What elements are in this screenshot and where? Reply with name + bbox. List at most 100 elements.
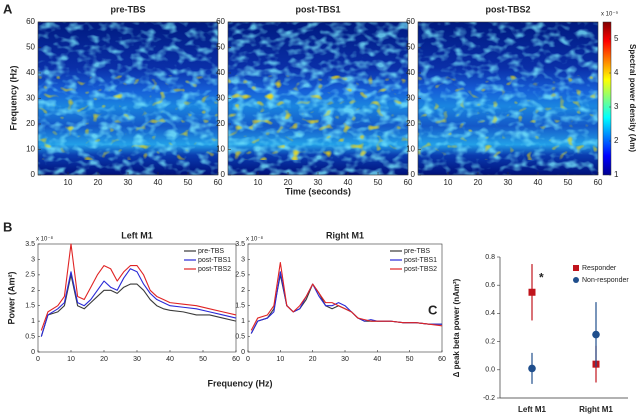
x-tick-label: 50	[406, 356, 414, 363]
y-tick-label: 3	[31, 256, 35, 263]
y-tick-label: 0	[31, 349, 35, 356]
marker	[528, 364, 536, 373]
y-tick-label: 40	[406, 68, 415, 77]
y-tick-label: 0	[31, 170, 36, 179]
x-tick-label: 30	[341, 356, 349, 363]
line	[250, 261, 443, 331]
y-tick-label: 2	[31, 287, 35, 294]
marker	[592, 330, 600, 339]
x-tick-label: Right M1	[579, 405, 613, 414]
y-tick-label: 30	[216, 94, 225, 103]
y-tick-label: 1	[241, 318, 245, 325]
y-axis-label: Δ peak beta power (nAm²)	[452, 278, 461, 377]
y-tick-label: 10	[216, 145, 225, 154]
x-tick-label: 60	[232, 356, 240, 363]
legend-label: Non-responder	[582, 277, 629, 284]
x-tick-label: 60	[594, 178, 603, 187]
y-tick-label: 1	[31, 318, 35, 325]
legend-label: post-TBS2	[198, 266, 231, 273]
x-tick-label: 0	[36, 356, 40, 363]
x-tick-label: 20	[284, 178, 293, 187]
x-axis-label: Time (seconds)	[285, 186, 351, 196]
colorbar-multiplier: x 10⁻⁹	[601, 11, 619, 18]
x-tick-label: 40	[373, 356, 381, 363]
subplot-title: Left M1	[121, 230, 153, 240]
x-tick-label: 50	[184, 178, 193, 187]
legend-label: Responder	[582, 265, 617, 272]
y-tick-label: 0.2	[485, 338, 495, 345]
legend-label: pre-TBS	[198, 248, 224, 255]
panel-label: C	[428, 302, 438, 317]
y-multiplier: x 10⁻⁸	[36, 236, 54, 243]
y-tick-label: 40	[26, 68, 35, 77]
y-axis-label: Frequency (Hz)	[8, 65, 18, 130]
spectrogram-hotspots	[418, 75, 598, 160]
x-tick-label: 30	[314, 178, 323, 187]
y-tick-label: 2.5	[25, 272, 35, 279]
y-tick-label: 30	[406, 94, 415, 103]
colorbar-label: Spectral power density (Am)	[628, 44, 637, 152]
x-axis-label: Frequency (Hz)	[207, 378, 272, 388]
y-tick-label: 20	[406, 119, 415, 128]
y-tick-label: 50	[26, 43, 35, 52]
subplot-title: pre-TBS	[110, 4, 145, 14]
y-tick-label: 0.6	[485, 282, 495, 289]
y-tick-label: 3	[241, 256, 245, 263]
x-tick-label: 30	[133, 356, 141, 363]
x-tick-label: 40	[154, 178, 163, 187]
legend-label: post-TBS1	[404, 257, 437, 264]
x-tick-label: 10	[67, 356, 75, 363]
x-tick-label: 50	[374, 178, 383, 187]
y-tick-label: 60	[406, 17, 415, 26]
x-tick-label: 60	[214, 178, 223, 187]
line	[40, 243, 237, 331]
spectrogram-hotspots	[228, 75, 408, 160]
x-tick-label: 50	[199, 356, 207, 363]
x-tick-label: 30	[124, 178, 133, 187]
legend-label: pre-TBS	[404, 248, 430, 255]
legend-label: post-TBS1	[198, 257, 231, 264]
y-tick-label: 0	[411, 170, 416, 179]
line	[40, 274, 237, 337]
y-tick-label: 50	[406, 43, 415, 52]
y-tick-label: 0	[241, 349, 245, 356]
x-tick-label: 0	[246, 356, 250, 363]
y-tick-label: 40	[216, 68, 225, 77]
y-tick-label: 10	[26, 145, 35, 154]
y-tick-label: 20	[26, 119, 35, 128]
legend-label: post-TBS2	[404, 266, 437, 273]
panel-label: B	[3, 219, 12, 234]
axes-frame	[37, 243, 237, 353]
x-tick-label: 30	[504, 178, 513, 187]
x-tick-label: 10	[254, 178, 263, 187]
colorbar-tick-label: 5	[614, 34, 619, 43]
y-tick-label: 3.5	[25, 241, 35, 248]
x-tick-label: 20	[100, 356, 108, 363]
y-tick-label: 0.0	[485, 367, 495, 374]
colorbar	[602, 21, 612, 176]
subplot-title: post-TBS1	[296, 4, 341, 14]
panel-label: A	[3, 1, 13, 16]
y-tick-label: 20	[216, 119, 225, 128]
y-tick-label: 3.5	[235, 241, 245, 248]
marker	[528, 288, 536, 296]
subplot-title: Right M1	[326, 230, 364, 240]
x-tick-label: 40	[344, 178, 353, 187]
x-tick-label: 10	[444, 178, 453, 187]
subplot-title: post-TBS2	[486, 4, 531, 14]
colorbar-tick-label: 1	[614, 170, 619, 179]
x-tick-label: 50	[564, 178, 573, 187]
x-tick-label: 10	[276, 356, 284, 363]
x-tick-label: 10	[64, 178, 73, 187]
y-tick-label: 0.5	[25, 333, 35, 340]
y-tick-label: 30	[26, 94, 35, 103]
y-tick-label: 1.5	[235, 303, 245, 310]
x-tick-label: 40	[534, 178, 543, 187]
y-tick-label: 2	[241, 287, 245, 294]
y-tick-label: 0.4	[485, 310, 495, 317]
y-tick-label: 10	[406, 145, 415, 154]
colorbar-tick-label: 2	[614, 136, 619, 145]
colorbar-tick-label: 4	[614, 68, 619, 77]
